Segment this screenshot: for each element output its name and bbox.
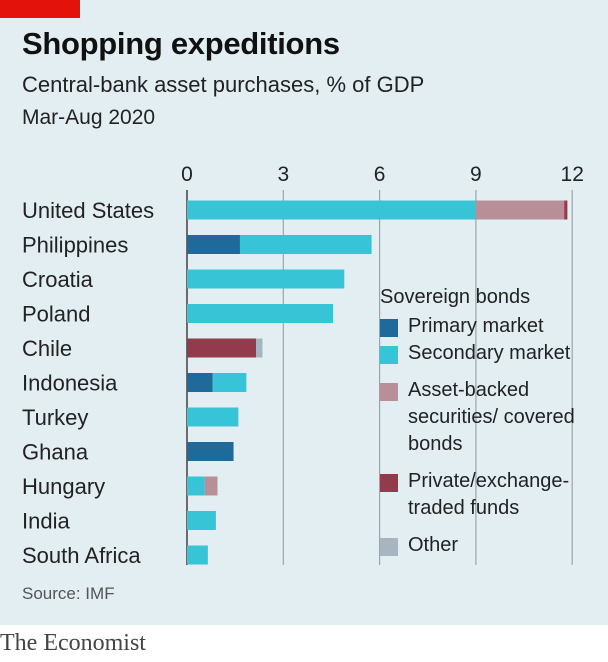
bar-segment	[187, 476, 205, 496]
x-tick-label: 0	[181, 163, 193, 186]
bar-segment	[475, 200, 565, 220]
legend-label: Private/exchange-traded funds	[408, 470, 570, 519]
legend-label: Other	[408, 534, 459, 556]
legend-swatch	[380, 538, 398, 556]
bar-segment	[187, 304, 334, 323]
chart-title: Shopping expeditions	[22, 26, 340, 61]
legend-label: Asset-backed securities/ covered bonds	[408, 379, 575, 455]
category-label: United States	[22, 198, 154, 223]
bar-segment	[187, 511, 216, 530]
bar-segment	[187, 200, 476, 220]
legend-label: Primary market	[408, 315, 544, 337]
source-note: Source: IMF	[22, 584, 115, 603]
bar-segment	[239, 235, 372, 254]
category-label: Ghana	[22, 440, 89, 465]
legend-swatch	[380, 383, 398, 401]
brand-red-tag	[0, 0, 80, 18]
legend-item-private-funds: Private/exchange-traded funds	[380, 468, 604, 522]
bar-segment	[256, 338, 263, 358]
legend: Sovereign bonds Primary market Secondary…	[380, 286, 604, 559]
category-label: Hungary	[22, 474, 105, 499]
bar-segment	[212, 373, 247, 392]
category-labels: United States Philippines Croatia Poland Chi…	[22, 198, 154, 568]
x-tick-label: 12	[561, 163, 584, 186]
x-tick-label: 9	[470, 163, 482, 186]
category-label: Poland	[22, 302, 91, 327]
legend-item-asset-backed: Asset-backed securities/ covered bonds	[380, 377, 604, 458]
legend-item-secondary-market: Secondary market	[380, 340, 604, 367]
legend-item-other: Other	[380, 532, 604, 559]
bar-segment	[187, 407, 239, 427]
bar-segment	[187, 545, 208, 565]
x-tick-label: 3	[277, 163, 289, 186]
bar-segment	[187, 442, 234, 461]
bars	[187, 200, 568, 565]
bar-segment	[187, 373, 213, 392]
bar-chart: 0 3 6 9 12 United States Philippines Croatia Po…	[22, 163, 584, 568]
bar-segment	[564, 200, 568, 220]
bar-segment	[204, 476, 218, 496]
legend-swatch	[380, 319, 398, 337]
legend-swatch	[380, 474, 398, 492]
bar-segment	[187, 235, 240, 254]
category-label: Philippines	[22, 233, 128, 258]
category-label: Turkey	[22, 405, 88, 430]
chart-period: Mar-Aug 2020	[22, 106, 156, 129]
bar-segment	[187, 269, 345, 289]
bar-segment	[187, 338, 257, 358]
x-tick-labels: 0 3 6 9 12	[181, 163, 584, 186]
category-label: South Africa	[22, 543, 141, 568]
legend-label: Secondary market	[408, 342, 571, 364]
category-label: Chile	[22, 336, 72, 361]
category-label: India	[22, 509, 70, 534]
brand-wordmark: The Economist	[0, 630, 146, 656]
chart-subtitle: Central-bank asset purchases, % of GDP	[22, 72, 425, 97]
legend-item-primary-market: Primary market	[380, 313, 604, 340]
legend-heading: Sovereign bonds	[380, 286, 531, 308]
category-label: Indonesia	[22, 371, 118, 396]
category-label: Croatia	[22, 267, 94, 292]
legend-swatch	[380, 346, 398, 364]
x-tick-label: 6	[374, 163, 386, 186]
